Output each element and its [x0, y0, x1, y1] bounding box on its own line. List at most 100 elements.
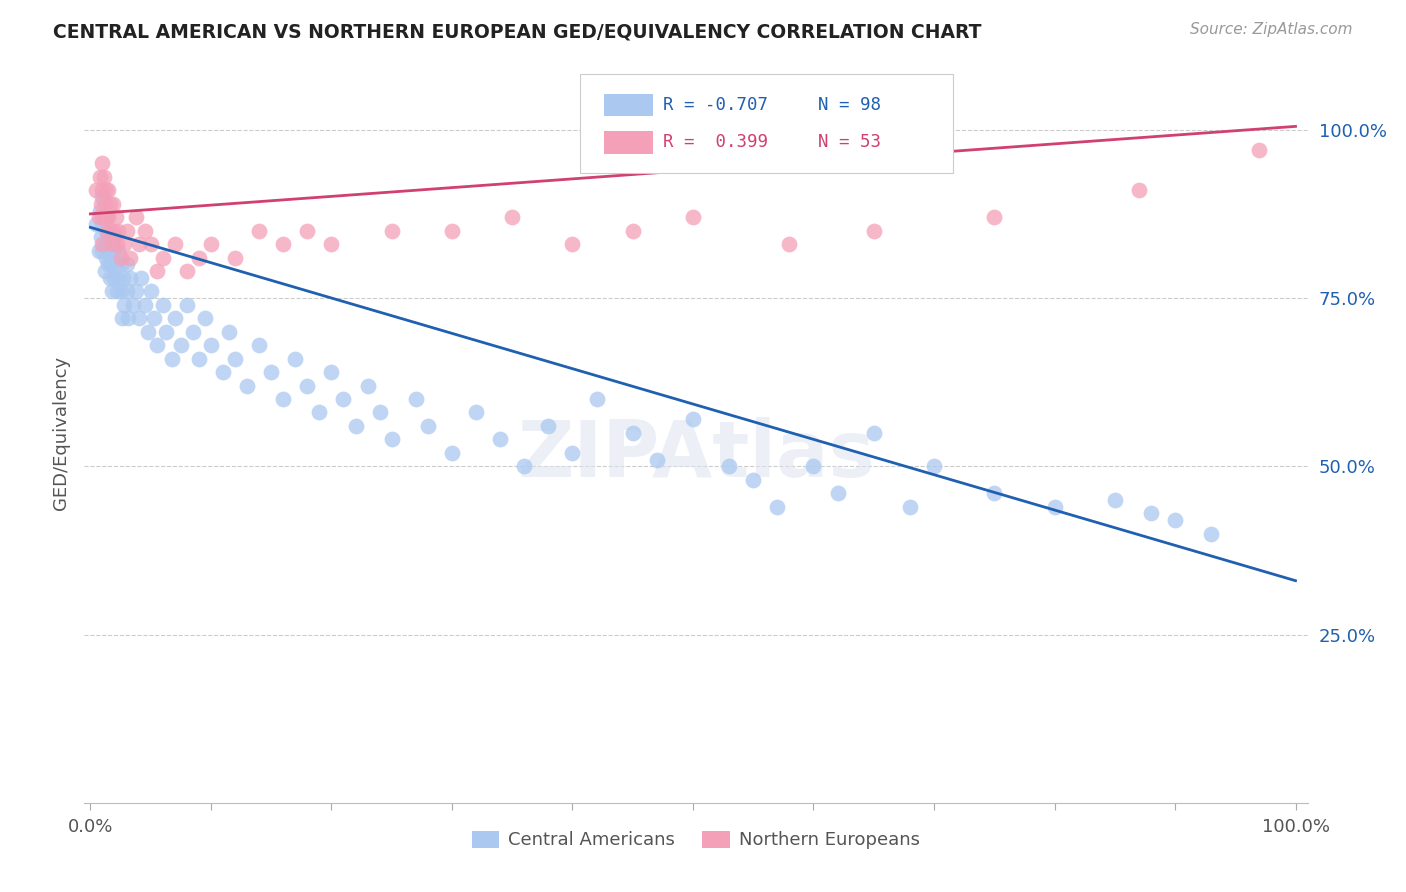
- Point: [97, 211, 120, 225]
- Point: [134, 298, 156, 312]
- Point: [89, 203, 111, 218]
- Point: [143, 311, 166, 326]
- Point: [91, 244, 114, 258]
- Point: [344, 418, 367, 433]
- Y-axis label: GED/Equivalency: GED/Equivalency: [52, 356, 70, 509]
- Point: [501, 211, 523, 225]
- Point: [120, 270, 142, 285]
- Point: [134, 224, 156, 238]
- Point: [103, 270, 125, 285]
- Point: [163, 237, 186, 252]
- Point: [103, 196, 125, 211]
- Point: [139, 237, 162, 252]
- Point: [91, 237, 114, 252]
- Point: [176, 298, 198, 312]
- Point: [682, 211, 704, 225]
- Point: [827, 486, 849, 500]
- Point: [682, 412, 704, 426]
- Point: [170, 338, 193, 352]
- Point: [718, 459, 741, 474]
- Point: [1128, 183, 1150, 197]
- Point: [621, 224, 644, 238]
- Point: [308, 405, 330, 419]
- Point: [91, 183, 114, 197]
- Point: [585, 392, 607, 406]
- Point: [621, 425, 644, 440]
- Point: [121, 298, 143, 312]
- Point: [983, 486, 1005, 500]
- Point: [94, 264, 117, 278]
- Point: [111, 270, 134, 285]
- Point: [271, 392, 294, 406]
- Point: [416, 418, 439, 433]
- Point: [898, 500, 921, 514]
- Point: [1043, 500, 1066, 514]
- Point: [778, 237, 800, 252]
- Text: R =  0.399: R = 0.399: [664, 133, 768, 151]
- Point: [101, 285, 124, 299]
- Point: [91, 217, 114, 231]
- Point: [94, 237, 117, 252]
- Point: [152, 298, 174, 312]
- Point: [93, 169, 115, 184]
- Point: [187, 351, 209, 366]
- Point: [105, 237, 128, 252]
- Point: [742, 473, 765, 487]
- Point: [91, 156, 114, 170]
- Point: [465, 405, 488, 419]
- Point: [1104, 492, 1126, 507]
- Point: [297, 378, 319, 392]
- Point: [145, 338, 167, 352]
- Text: R = -0.707: R = -0.707: [664, 96, 768, 114]
- Point: [107, 270, 129, 285]
- Point: [104, 211, 127, 225]
- Point: [247, 224, 270, 238]
- Point: [94, 183, 117, 197]
- Point: [94, 224, 117, 238]
- Point: [100, 230, 122, 244]
- Point: [107, 224, 129, 238]
- Point: [440, 224, 463, 238]
- Point: [115, 285, 138, 299]
- Point: [125, 211, 148, 225]
- Point: [90, 230, 112, 244]
- Legend: Central Americans, Northern Europeans: Central Americans, Northern Europeans: [465, 823, 927, 856]
- Point: [97, 183, 120, 197]
- Point: [96, 237, 118, 252]
- Point: [128, 237, 150, 252]
- Point: [115, 257, 138, 271]
- Point: [94, 196, 117, 211]
- Point: [224, 351, 246, 366]
- Point: [381, 433, 404, 447]
- Point: [1140, 507, 1163, 521]
- Text: CENTRAL AMERICAN VS NORTHERN EUROPEAN GED/EQUIVALENCY CORRELATION CHART: CENTRAL AMERICAN VS NORTHERN EUROPEAN GE…: [53, 22, 981, 41]
- Point: [162, 351, 184, 366]
- Point: [236, 378, 259, 392]
- Point: [96, 211, 118, 225]
- Point: [90, 196, 112, 211]
- FancyBboxPatch shape: [579, 73, 953, 173]
- Point: [224, 251, 246, 265]
- Point: [104, 257, 127, 271]
- Point: [87, 244, 110, 258]
- Point: [332, 392, 354, 406]
- Point: [163, 311, 186, 326]
- Point: [110, 285, 132, 299]
- Point: [103, 230, 125, 244]
- Point: [561, 237, 583, 252]
- Point: [103, 244, 125, 258]
- Point: [128, 311, 150, 326]
- Point: [120, 251, 142, 265]
- Point: [110, 251, 132, 265]
- Point: [96, 224, 118, 238]
- Point: [271, 237, 294, 252]
- Point: [405, 392, 427, 406]
- Point: [440, 446, 463, 460]
- Text: N = 98: N = 98: [818, 96, 882, 114]
- Point: [381, 224, 404, 238]
- Point: [922, 459, 945, 474]
- Point: [139, 285, 162, 299]
- Point: [97, 257, 120, 271]
- Point: [136, 325, 159, 339]
- Point: [645, 452, 668, 467]
